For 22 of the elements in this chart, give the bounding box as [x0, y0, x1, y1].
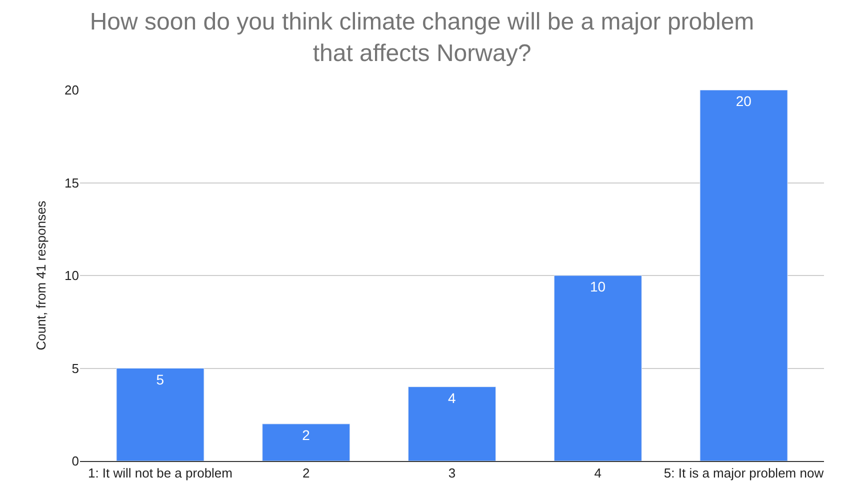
x-tick-label: 5: It is a major problem now — [664, 466, 824, 481]
bar — [408, 386, 496, 461]
y-tick-label: 15 — [64, 175, 79, 190]
bar — [554, 275, 642, 461]
data-label: 5 — [156, 371, 164, 388]
y-tick-label: 10 — [64, 268, 79, 284]
y-tick-label: 0 — [72, 454, 79, 469]
chart-title: How soon do you think climate change will be a major problem that affects Norway? — [90, 8, 754, 67]
data-label: 4 — [448, 390, 456, 406]
x-tick-label: 1: It will not be a problem — [88, 466, 233, 481]
y-axis-title: Count, from 41 responses — [33, 200, 48, 350]
y-tick-label: 5 — [72, 360, 79, 376]
bar — [116, 368, 204, 461]
x-tick-label: 4 — [594, 466, 602, 481]
data-label: 20 — [736, 93, 752, 109]
data-label: 10 — [590, 278, 606, 294]
x-tick-label: 2 — [302, 466, 310, 481]
y-tick-label: 20 — [64, 82, 79, 98]
bar — [700, 90, 788, 461]
x-tick-label: 3 — [448, 466, 456, 481]
data-label: 2 — [302, 426, 310, 443]
bar — [262, 424, 350, 461]
